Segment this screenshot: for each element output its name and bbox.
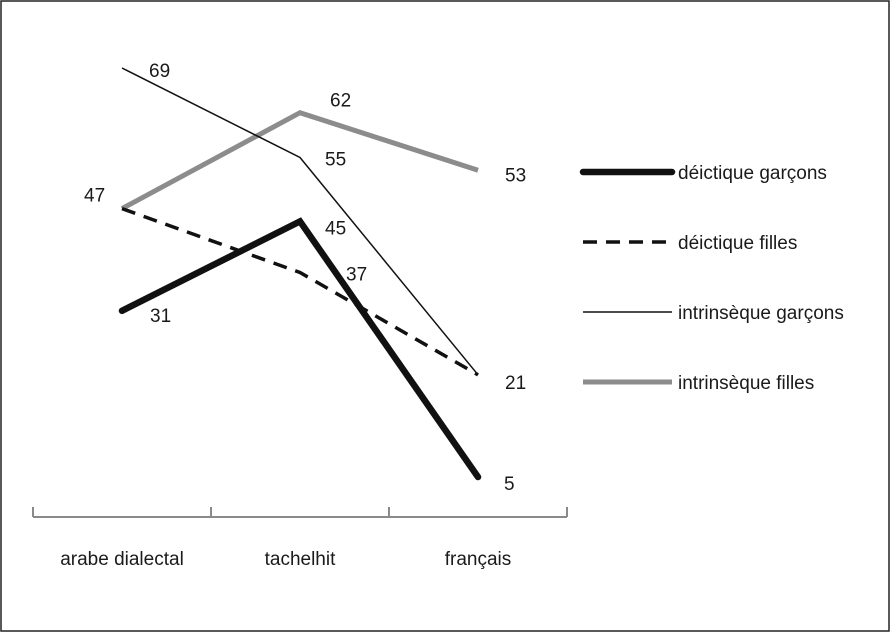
series-line-intrinseque-garcons [121, 67, 479, 376]
series-line-deictique-filles [121, 206, 479, 377]
legend-label-deictique-garcons: déictique garçons [678, 163, 827, 184]
data-label-deictique-filles-tachelhit: 37 [346, 265, 367, 286]
series-line-intrinseque-filles [120, 109, 479, 211]
data-label-deictique-garcons-tachelhit: 45 [325, 218, 346, 239]
data-label-deictique-garcons-francais: 5 [504, 474, 515, 495]
x-tick-label-francais: français [445, 549, 512, 570]
data-label-deictique-garcons-arabe-dialectal: 31 [150, 306, 171, 327]
data-label-intrinseque-filles-tachelhit: 62 [330, 91, 351, 112]
x-tick-label-arabe-dialectal: arabe dialectal [60, 549, 184, 570]
legend-label-deictique-filles: déictique filles [678, 233, 797, 254]
data-label-deictique-filles-arabe-dialectal: 47 [84, 186, 105, 207]
legend: déictique garçons déictique filles intrins… [579, 163, 844, 394]
data-labels: 69 47 31 62 55 45 37 53 21 5 [84, 61, 526, 495]
legend-label-intrinseque-filles: intrinsèque filles [678, 373, 814, 394]
x-tick-label-tachelhit: tachelhit [265, 549, 336, 570]
data-label-deictique-filles-francais: 21 [505, 373, 526, 394]
data-label-intrinseque-filles-francais: 53 [505, 165, 526, 186]
series-line-deictique-garcons [118, 217, 482, 481]
data-label-intrinseque-garcons-tachelhit: 55 [325, 149, 346, 170]
legend-label-intrinseque-garcons: intrinsèque garçons [678, 303, 844, 324]
x-axis: arabe dialectal tachelhit français [32, 507, 568, 570]
series-lines [118, 67, 482, 481]
data-label-intrinseque-garcons-arabe-dialectal: 69 [149, 61, 170, 82]
